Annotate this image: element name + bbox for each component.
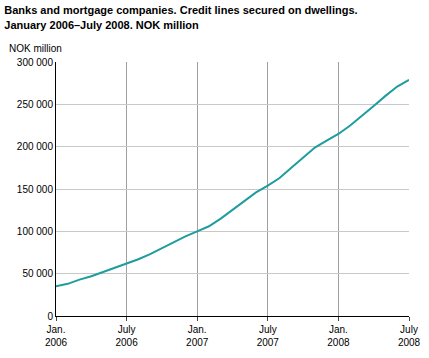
svg-text:0: 0 <box>47 311 53 322</box>
svg-text:Jan.2006: Jan.2006 <box>45 324 68 348</box>
svg-text:250 000: 250 000 <box>17 99 54 110</box>
svg-text:Jan.2008: Jan.2008 <box>327 324 350 348</box>
svg-text:100 000: 100 000 <box>17 226 54 237</box>
svg-text:50 000: 50 000 <box>22 268 53 279</box>
svg-text:150 000: 150 000 <box>17 184 54 195</box>
svg-text:200 000: 200 000 <box>17 141 54 152</box>
svg-text:Banks and mortgage companies.: Banks and mortgage companies. Credit lin… <box>4 4 357 30</box>
svg-text:July2006: July2006 <box>115 324 138 348</box>
svg-text:Jan.2007: Jan.2007 <box>186 324 209 348</box>
svg-text:July2008: July2008 <box>398 324 421 348</box>
svg-text:July2007: July2007 <box>257 324 280 348</box>
svg-text:300 000: 300 000 <box>17 57 54 68</box>
svg-text:NOK million: NOK million <box>9 43 62 54</box>
